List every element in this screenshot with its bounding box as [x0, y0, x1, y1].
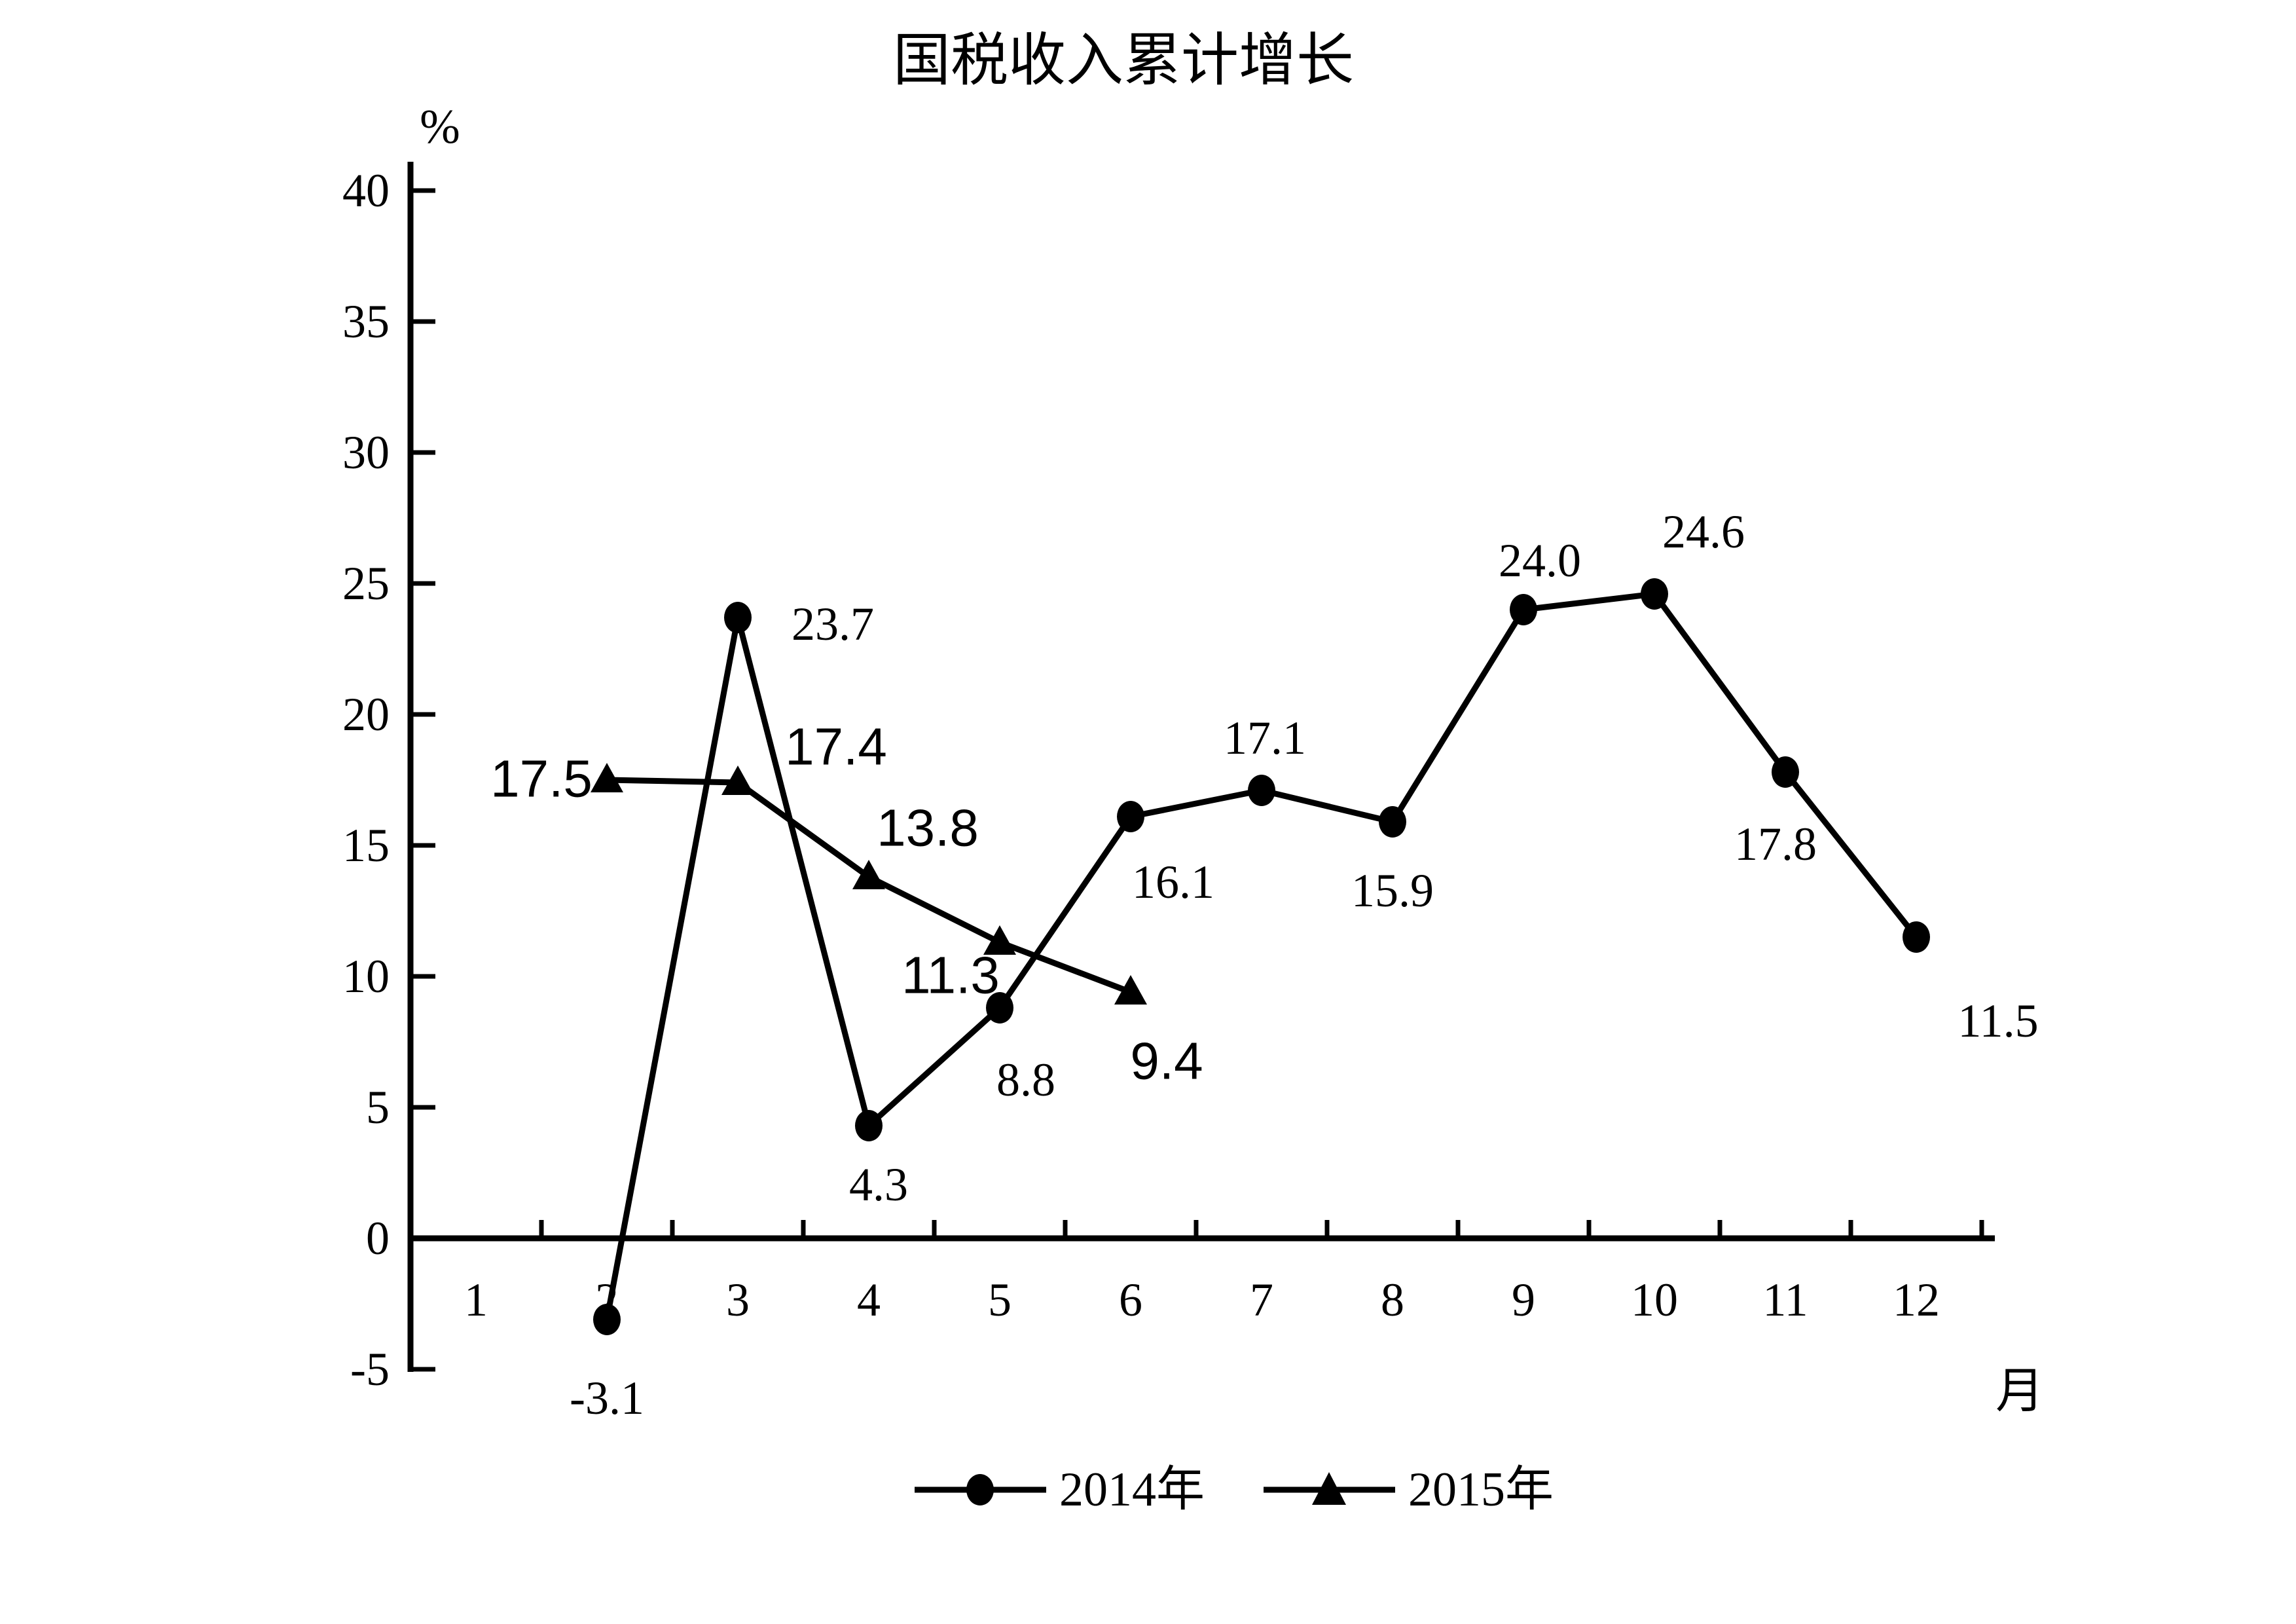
x-tick-label: 5 — [988, 1274, 1011, 1326]
series-2015-marker-triangle — [591, 763, 623, 792]
series-2014-data-label: 24.0 — [1499, 534, 1581, 587]
series-2014-data-label: 4.3 — [849, 1158, 908, 1211]
series-2015-data-label: 9.4 — [1130, 1032, 1203, 1090]
circle-marker-icon — [915, 1474, 1046, 1505]
series-2014-data-label: 23.7 — [792, 598, 874, 650]
legend-item-2015: 2015年 — [1262, 1466, 1554, 1514]
series-2015-data-label: 17.4 — [785, 718, 887, 776]
y-tick-label: 10 — [342, 950, 390, 1003]
series-2014-marker-circle — [1641, 578, 1668, 610]
y-tick-label: 35 — [342, 295, 390, 348]
chart-title: 国税收入累计增长 — [892, 29, 1355, 93]
legend-item-2014: 2014年 — [913, 1466, 1205, 1514]
x-tick-label: 10 — [1631, 1274, 1678, 1326]
series-2014-data-label: -3.1 — [570, 1372, 644, 1424]
series-2015-marker-triangle — [983, 925, 1016, 955]
legend: 2014年 2015年 — [913, 1466, 1554, 1514]
legend-label: 2014年 — [1059, 1463, 1205, 1517]
series-2015-marker-triangle — [1114, 975, 1147, 1005]
series-2014-marker-circle — [1510, 594, 1537, 625]
x-tick-label: 11 — [1762, 1274, 1808, 1326]
series-2015-marker-triangle — [852, 860, 885, 889]
series-2014-marker-circle — [1772, 756, 1799, 788]
series-2014-marker-circle — [1117, 801, 1144, 832]
x-tick-label: 8 — [1381, 1274, 1404, 1326]
series-2014-data-label: 16.1 — [1132, 856, 1214, 908]
series-2015-data-label: 11.3 — [902, 946, 1000, 1005]
series-2014-data-label: 17.8 — [1734, 818, 1817, 870]
y-tick-label: 15 — [342, 819, 390, 872]
x-tick-label: 12 — [1893, 1274, 1940, 1326]
series-2014-marker-circle — [1248, 775, 1275, 806]
x-tick-label: 6 — [1119, 1274, 1142, 1326]
x-tick-label: 3 — [726, 1274, 750, 1326]
series-2015-data-label: 17.5 — [490, 750, 592, 808]
x-tick-label: 1 — [464, 1274, 488, 1326]
y-tick-label: 30 — [342, 426, 390, 479]
triangle-marker-icon — [1264, 1472, 1395, 1505]
series-2014-data-label: 8.8 — [996, 1054, 1055, 1106]
series-2014-data-label: 15.9 — [1351, 864, 1434, 917]
y-tick-label: 40 — [342, 164, 390, 217]
series-2015-data-label: 13.8 — [877, 799, 979, 857]
y-tick-label: 5 — [366, 1081, 390, 1134]
x-tick-label: 4 — [857, 1274, 881, 1326]
y-tick-label: 0 — [366, 1212, 390, 1264]
x-axis-unit-label: 月 — [1995, 1365, 2044, 1418]
y-tick-label: -5 — [350, 1343, 390, 1395]
y-tick-label: 20 — [342, 688, 390, 741]
series-2014-line — [604, 591, 1919, 1320]
series-2014-marker-circle — [593, 1304, 621, 1335]
x-tick-label: 9 — [1512, 1274, 1535, 1326]
series-2014-data-label: 11.5 — [1958, 995, 2038, 1047]
series-2014: -3.1 23.7 4.3 8.8 16.1 17.1 15.9 24.0 24.6 17.8 11… — [570, 506, 2039, 1424]
x-tick-label: 7 — [1250, 1274, 1273, 1326]
series-2014-marker-circle — [1903, 921, 1930, 953]
legend-label: 2015年 — [1408, 1463, 1554, 1517]
y-axis-unit-label: % — [420, 100, 460, 154]
series-2014-marker-circle — [1379, 806, 1406, 838]
series-2014-marker-circle — [724, 602, 752, 633]
series-2014-marker-circle — [855, 1110, 883, 1141]
series-2014-data-label: 17.1 — [1224, 712, 1306, 764]
y-tick-label: 25 — [342, 557, 390, 610]
series-2014-marker-circle — [986, 992, 1013, 1024]
series-2015: 17.5 17.4 13.8 11.3 9.4 — [490, 718, 1203, 1090]
series-2014-data-label: 24.6 — [1662, 506, 1745, 558]
series-2015-marker-triangle — [721, 766, 754, 795]
